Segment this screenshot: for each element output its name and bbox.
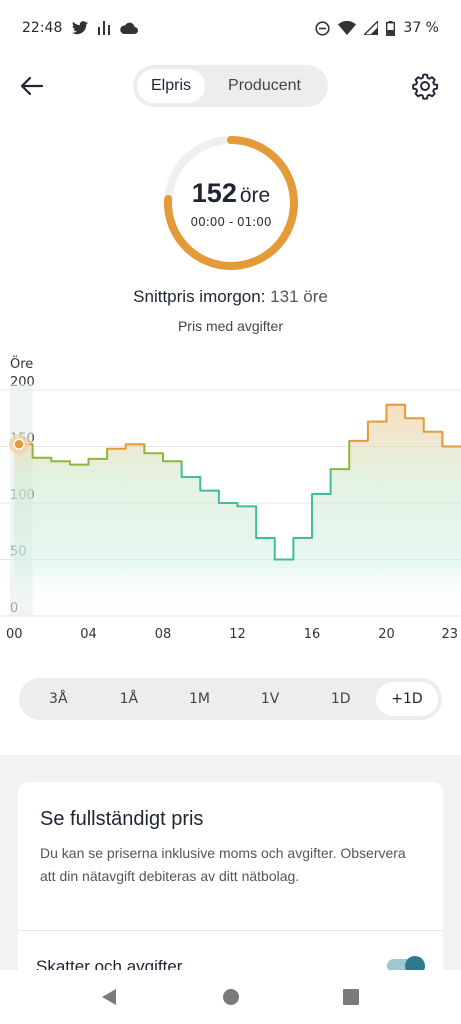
full-price-card: Se fullständigt pris Du kan se priserna … — [18, 782, 443, 982]
range-1m[interactable]: 1M — [188, 691, 210, 707]
back-arrow-icon[interactable] — [18, 72, 46, 100]
current-price-marker — [13, 438, 25, 450]
nav-back-icon[interactable] — [99, 987, 119, 1007]
cloud-icon — [120, 22, 139, 34]
average-price-label: Snittpris imorgon: — [133, 287, 266, 306]
status-bar: 22:48 37 % — [0, 0, 461, 56]
battery-percent: 37 % — [403, 20, 439, 36]
price-area-fill — [14, 404, 461, 616]
gauge-fill — [164, 136, 298, 270]
nav-home-icon[interactable] — [221, 987, 241, 1007]
top-bar: Elpris Producent — [0, 62, 461, 110]
range-1y[interactable]: 1Å — [119, 691, 139, 707]
current-time-range: 00:00 - 01:00 — [190, 214, 272, 229]
range-plus-1d[interactable]: +1D — [375, 682, 438, 716]
range-1w[interactable]: 1V — [260, 691, 280, 707]
gear-icon[interactable] — [411, 72, 439, 100]
do-not-disturb-icon — [315, 20, 331, 36]
x-tick-label: 12 — [229, 627, 246, 642]
system-nav-bar — [0, 970, 461, 1024]
current-price-gauge: 152 öre 00:00 - 01:00 — [163, 135, 299, 271]
range-selector: 3Å 1Å 1M 1V 1D +1D — [19, 678, 442, 720]
nav-recents-icon[interactable] — [341, 987, 361, 1007]
x-tick-label: 23 — [441, 627, 458, 642]
bar-chart-icon — [98, 21, 111, 35]
x-tick-label: 00 — [6, 627, 23, 642]
average-price-line: Snittpris imorgon: 131 öre — [0, 287, 461, 307]
price-producer-toggle: Elpris Producent — [133, 65, 328, 107]
current-price-unit: öre — [239, 183, 271, 207]
y-axis-label: Öre — [10, 355, 33, 372]
average-price-value: 131 öre — [270, 287, 328, 306]
x-tick-label: 20 — [378, 627, 395, 642]
x-tick-label: 04 — [80, 627, 97, 642]
card-description: Du kan se priserna inklusive moms och av… — [40, 845, 406, 884]
card-divider — [18, 930, 443, 931]
price-chart[interactable]: 200150100500Öre00040812162023 — [0, 350, 461, 645]
wifi-icon — [338, 21, 357, 35]
full-price-section: Se fullständigt pris Du kan se priserna … — [0, 755, 461, 982]
twitter-icon — [72, 21, 89, 35]
signal-icon — [364, 21, 379, 35]
battery-icon — [386, 20, 396, 36]
price-subtitle: Pris med avgifter — [177, 318, 284, 334]
current-price-value: 152 — [191, 177, 237, 208]
card-title: Se fullständigt pris — [40, 808, 204, 830]
range-3y[interactable]: 3Å — [49, 691, 68, 707]
tab-producent[interactable]: Producent — [228, 77, 301, 94]
tab-elpris[interactable]: Elpris — [137, 69, 205, 103]
price-chart-svg[interactable]: 200150100500Öre00040812162023 — [0, 350, 461, 645]
x-tick-label: 16 — [304, 627, 321, 642]
range-1d[interactable]: 1D — [330, 691, 351, 707]
x-tick-label: 08 — [155, 627, 172, 642]
clock: 22:48 — [22, 20, 63, 36]
